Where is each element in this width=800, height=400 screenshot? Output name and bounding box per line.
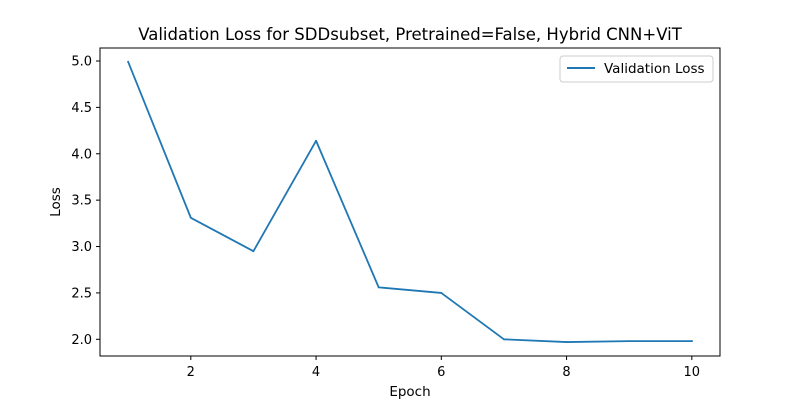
x-tick-label: 6 (437, 365, 445, 380)
series-line (127, 60, 693, 343)
data-point (377, 286, 380, 289)
axes-frame (99, 47, 721, 357)
y-tick-label: 3.0 (71, 240, 92, 255)
legend-label: Validation Loss (604, 61, 705, 77)
plot-area: 2 4 6 8 10 2.0 2.5 3.0 3.5 4.0 4.5 5.0 (71, 47, 721, 380)
x-axis-label: Epoch (389, 384, 430, 400)
data-point (315, 139, 317, 142)
data-point (503, 338, 505, 341)
y-tick-label: 2.0 (71, 333, 92, 348)
data-point (252, 250, 255, 253)
y-tick-label: 5.0 (71, 54, 92, 69)
legend: Validation Loss (559, 55, 714, 83)
y-tick-label: 2.5 (71, 286, 92, 301)
legend-box (559, 55, 714, 83)
y-axis-ticks: 2.0 2.5 3.0 3.5 4.0 4.5 5.0 (71, 54, 100, 348)
y-tick-label: 4.5 (71, 101, 92, 116)
chart-title: Validation Loss for SDDsubset, Pretraine… (138, 25, 682, 44)
y-tick-label: 4.0 (71, 147, 92, 162)
x-tick-label: 10 (684, 365, 701, 380)
data-point (189, 216, 192, 219)
y-tick-label: 3.5 (71, 194, 92, 209)
data-point (440, 292, 443, 294)
data-point (127, 61, 130, 63)
x-tick-label: 4 (312, 365, 320, 380)
data-point (565, 341, 568, 343)
x-axis-ticks: 2 4 6 8 10 (187, 356, 700, 380)
x-tick-label: 2 (187, 365, 195, 380)
y-axis-label: Loss (48, 187, 64, 217)
data-point (628, 340, 631, 343)
data-point (690, 340, 693, 343)
series-layer (127, 60, 693, 343)
x-tick-label: 8 (562, 365, 570, 380)
